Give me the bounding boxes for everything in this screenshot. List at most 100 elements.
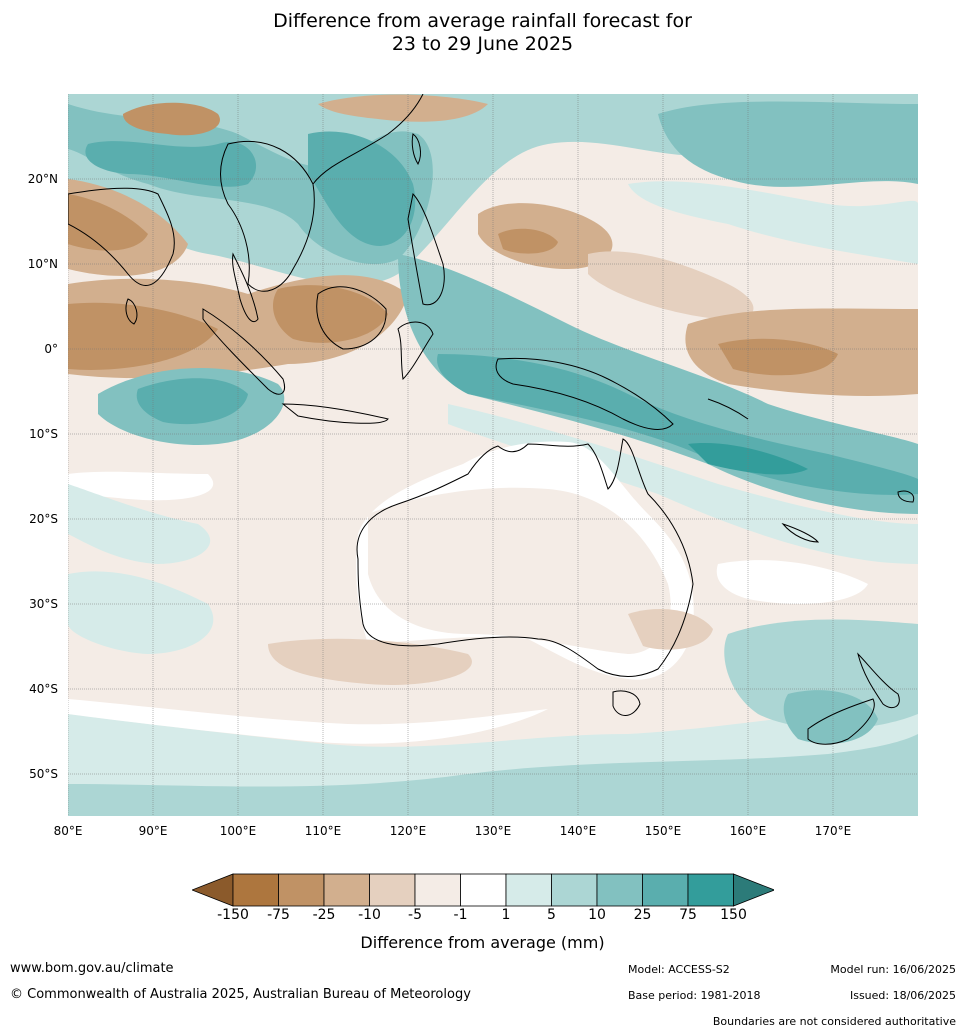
south-indian-white <box>68 471 214 501</box>
nw-pacific-light <box>628 181 918 264</box>
tibet-brown <box>123 102 220 136</box>
south-indian-light-teal <box>68 484 211 564</box>
pacific-brown-2 <box>588 251 754 320</box>
lon-label-160e: 160°E <box>729 824 767 838</box>
colorbar-tick-label: 10 <box>588 907 606 923</box>
colorbar-swatch <box>460 873 507 907</box>
colorbar-tick-label: 75 <box>679 907 697 923</box>
solomon-islands <box>707 398 749 420</box>
southern-ocean-brown <box>268 638 472 685</box>
lon-label-110e: 110°E <box>304 824 342 838</box>
colorbar-tick-label: -25 <box>312 907 336 923</box>
footer-copyright: © Commonwealth of Australia 2025, Austra… <box>10 987 471 1002</box>
new-zealand-south <box>807 698 875 745</box>
colorbar-arrow-high <box>733 873 774 907</box>
indochina-coast <box>220 140 315 292</box>
colorbar-swatch <box>505 873 552 907</box>
footer-issued: Issued: 18/06/2025 <box>849 989 956 1002</box>
china-brown <box>318 94 488 122</box>
lat-label-30s: 30°S <box>29 597 58 611</box>
tasman-white <box>716 560 868 604</box>
sri-lanka-coast <box>125 298 138 325</box>
lat-label-40s: 40°S <box>29 682 58 696</box>
taiwan-coast <box>411 133 421 166</box>
colorbar-swatch <box>596 873 643 907</box>
new-zealand-north <box>857 652 900 709</box>
australia-light-brown <box>368 487 671 654</box>
colorbar-tick-label: -1 <box>453 907 468 923</box>
north-teal-dark-1 <box>85 141 257 187</box>
colorbar-tick-label: 25 <box>633 907 652 923</box>
lon-label-150e: 150°E <box>644 824 682 838</box>
rainfall-map <box>68 94 918 816</box>
title-line-1: Difference from average rainfall forecas… <box>273 10 692 32</box>
south-west-teal <box>68 571 214 654</box>
colorbar-swatch <box>687 873 734 907</box>
fiji-island <box>897 490 915 503</box>
sumatra-coast <box>202 308 285 395</box>
lon-label-90e: 90°E <box>138 824 168 838</box>
borneo-brown <box>273 285 388 343</box>
new-caledonia <box>781 522 820 543</box>
colorbar-swatch <box>414 873 461 907</box>
equatorial-brown-west-dark <box>68 302 218 370</box>
colorbar-legend <box>192 873 774 907</box>
colorbar-arrow-low <box>192 873 234 907</box>
colorbar-swatch <box>369 873 416 907</box>
colorbar-tick-label: 150 <box>720 907 747 923</box>
colorbar-swatch <box>278 873 325 907</box>
lat-label-20n: 20°N <box>27 172 58 186</box>
footer-model-run: Model run: 16/06/2025 <box>830 963 956 976</box>
colorbar-swatch <box>323 873 370 907</box>
maritime-teal-dark <box>437 354 918 495</box>
west-pacific-brown-dark <box>498 228 558 254</box>
australia-coast <box>356 438 694 677</box>
lon-label-130e: 130°E <box>474 824 512 838</box>
map-title: Difference from average rainfall forecas… <box>0 10 965 56</box>
philippines-coast <box>407 192 445 306</box>
lat-label-50s: 50°S <box>29 767 58 781</box>
nz-teal-dark <box>783 690 878 744</box>
south-white-band <box>68 699 548 744</box>
colorbar-tick-label: -75 <box>267 907 290 923</box>
colorbar-tick-label: -150 <box>217 907 249 923</box>
footer-disclaimer: Boundaries are not considered authoritat… <box>712 1015 956 1028</box>
tasman-teal <box>724 619 918 729</box>
tasmania-coast <box>612 690 641 716</box>
map-svg <box>68 94 918 816</box>
colorbar-tick-label: 1 <box>501 907 511 923</box>
china-coast <box>312 94 424 185</box>
colorbar-tick-label: 5 <box>547 907 556 923</box>
lon-label-100e: 100°E <box>219 824 257 838</box>
colorbar-tick-label: -5 <box>408 907 422 923</box>
lat-label-20s: 20°S <box>29 512 58 526</box>
malay-peninsula-coast <box>232 252 259 323</box>
north-teal-dark-2 <box>308 131 416 246</box>
se-australia-brown <box>628 609 713 650</box>
colorbar-swatch <box>642 873 689 907</box>
nw-pacific-teal <box>658 101 918 187</box>
footer-model: Model: ACCESS-S2 <box>628 963 730 976</box>
coastlines <box>68 94 915 745</box>
footer-url: www.bom.gov.au/climate <box>10 961 174 976</box>
graticule <box>68 94 918 816</box>
sulawesi-coast <box>397 321 434 381</box>
new-guinea-coast <box>495 357 674 430</box>
india-coast <box>68 187 175 286</box>
footer-base-period: Base period: 1981-2018 <box>628 989 761 1002</box>
java-coast <box>281 403 389 424</box>
lat-label-equator: 0° <box>44 342 58 356</box>
lat-label-10s: 10°S <box>29 427 58 441</box>
indian-ocean-teal-dark <box>136 378 248 425</box>
lon-label-80e: 80°E <box>53 824 83 838</box>
colorbar-swatch <box>232 873 279 907</box>
colorbar-swatch <box>551 873 598 907</box>
lon-label-120e: 120°E <box>389 824 427 838</box>
title-line-2: 23 to 29 June 2025 <box>391 33 574 55</box>
lon-label-170e: 170°E <box>814 824 852 838</box>
colorbar-tick-label: -10 <box>358 907 381 923</box>
lat-label-10n: 10°N <box>27 257 58 271</box>
lon-label-140e: 140°E <box>559 824 597 838</box>
colorbar-label: Difference from average (mm) <box>360 933 605 952</box>
borneo-coast <box>316 286 387 350</box>
